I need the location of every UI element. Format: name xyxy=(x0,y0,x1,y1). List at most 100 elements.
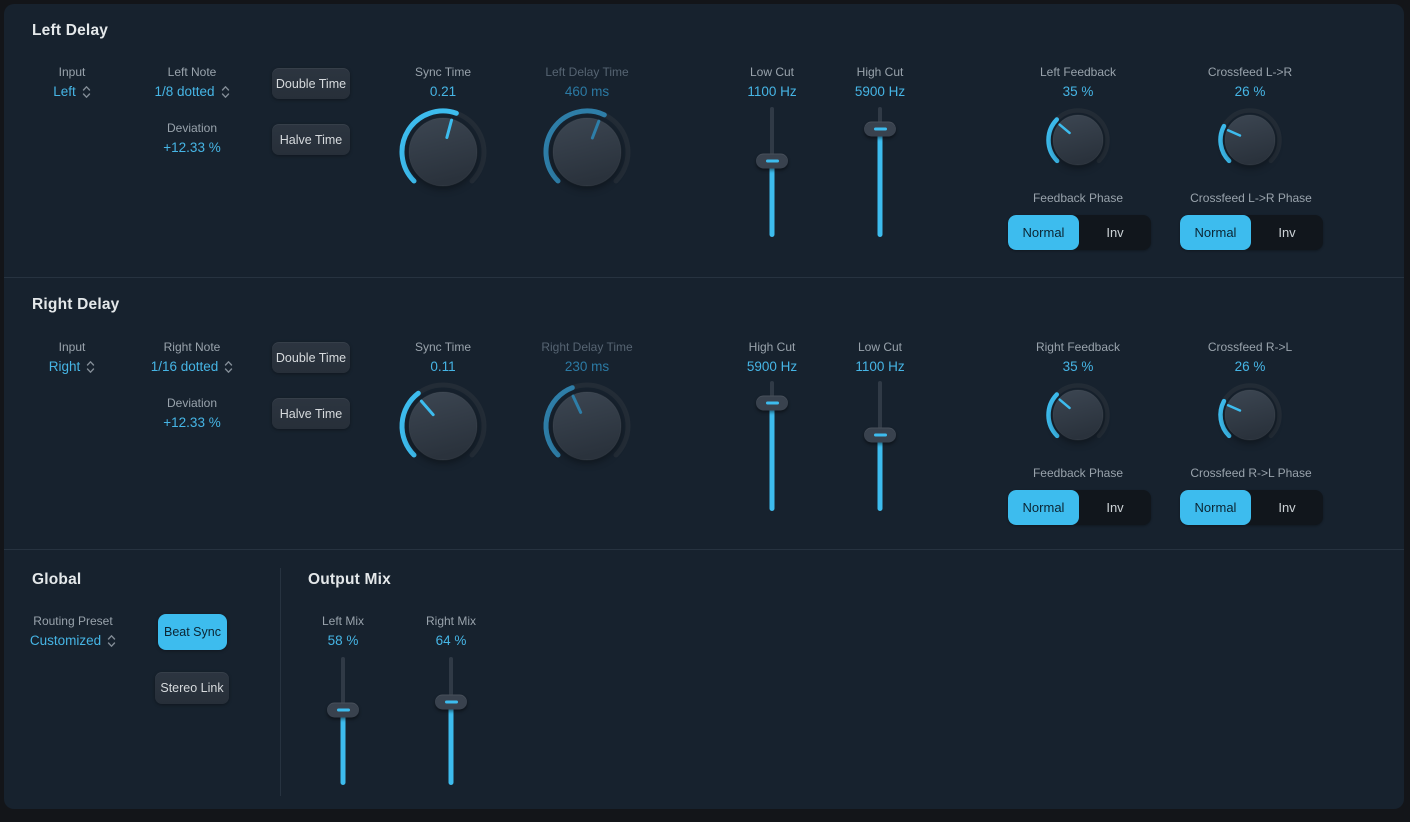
right-deviation-control: Deviation +12.33 % xyxy=(112,395,272,432)
left-note-label: Left Note xyxy=(167,65,217,79)
right-feedback-label: Right Feedback xyxy=(1035,340,1121,354)
left-input-label: Input xyxy=(58,65,86,79)
output-mix-section-title: Output Mix xyxy=(308,571,391,588)
right-deviation-value[interactable]: +12.33 % xyxy=(163,415,221,430)
routing-preset-select-value: Customized xyxy=(29,633,102,648)
feedback-phase-normal-button[interactable]: Normal xyxy=(1008,490,1079,525)
slider-thumb[interactable] xyxy=(756,153,788,169)
feedback-phase-inv-button[interactable]: Inv xyxy=(1106,500,1124,515)
crossfeed-lr-phase-normal-button[interactable]: Normal xyxy=(1180,215,1251,250)
left-high-cut-readout: High Cut 5900 Hz xyxy=(800,64,960,101)
crossfeed-rl-phase-label: Crossfeed R->L Phase xyxy=(1190,466,1312,480)
slider-thumb[interactable] xyxy=(327,702,359,718)
left-sync-time-readout: Sync Time 0.21 xyxy=(363,64,523,101)
left-feedback-readout: Left Feedback 35 % xyxy=(998,64,1158,101)
right-low-cut-value[interactable]: 1100 Hz xyxy=(855,359,905,374)
right-note-label: Right Note xyxy=(163,340,221,354)
slider-thumb-dash xyxy=(444,700,458,704)
left-double-time-button[interactable]: Double Time xyxy=(272,68,350,99)
slider-fill xyxy=(769,160,775,237)
crossfeed-rl-knob[interactable] xyxy=(1217,382,1283,448)
right-feedback-readout: Right Feedback 35 % xyxy=(998,339,1158,376)
left-sync-time-knob[interactable] xyxy=(393,102,493,202)
routing-preset-select[interactable]: Customized xyxy=(0,631,153,650)
right-high-cut-slider[interactable] xyxy=(756,381,788,511)
crossfeed-rl-phase-label-wrap: Crossfeed R->L Phase xyxy=(1151,465,1351,482)
slider-thumb[interactable] xyxy=(756,395,788,411)
slider-thumb[interactable] xyxy=(864,427,896,443)
left-delay-time-knob[interactable] xyxy=(537,102,637,202)
slider-fill xyxy=(877,434,883,511)
right-low-cut-slider[interactable] xyxy=(864,381,896,511)
feedback-phase-label: Feedback Phase xyxy=(1032,191,1124,205)
right-feedback-knob[interactable] xyxy=(1045,382,1111,448)
beat-sync-button[interactable]: Beat Sync xyxy=(158,614,227,650)
crossfeed-rl-readout: Crossfeed R->L 26 % xyxy=(1170,339,1330,376)
crossfeed-lr-phase-inv-button[interactable]: Inv xyxy=(1278,225,1296,240)
feedback-phase-inv-button[interactable]: Inv xyxy=(1106,225,1124,240)
left-high-cut-slider[interactable] xyxy=(864,107,896,237)
left-feedback-phase-switch: Normal Inv xyxy=(1008,215,1151,250)
feedback-phase-normal-button[interactable]: Normal xyxy=(1008,215,1079,250)
right-input-select[interactable]: Right xyxy=(0,357,152,376)
right-double-time-button[interactable]: Double Time xyxy=(272,342,350,373)
slider-thumb[interactable] xyxy=(864,121,896,137)
right-input-label: Input xyxy=(58,340,86,354)
slider-thumb[interactable] xyxy=(435,694,467,710)
right-feedback-phase-label-wrap: Feedback Phase xyxy=(978,465,1178,482)
left-feedback-phase-label-wrap: Feedback Phase xyxy=(978,190,1178,207)
crossfeed-lr-value[interactable]: 26 % xyxy=(1234,84,1266,99)
crossfeed-rl-phase-normal-button[interactable]: Normal xyxy=(1180,490,1251,525)
right-input-control: Input Right xyxy=(0,339,152,376)
left-high-cut-value[interactable]: 5900 Hz xyxy=(854,84,906,99)
left-input-select[interactable]: Left xyxy=(0,82,152,101)
left-mix-readout: Left Mix 58 % xyxy=(263,613,423,650)
section-divider xyxy=(4,549,1404,550)
crossfeed-lr-knob[interactable] xyxy=(1217,107,1283,173)
right-sync-time-readout: Sync Time 0.11 xyxy=(363,339,523,376)
slider-fill xyxy=(340,709,346,785)
left-mix-value[interactable]: 58 % xyxy=(327,633,359,648)
right-high-cut-label: High Cut xyxy=(748,340,796,354)
right-feedback-value[interactable]: 35 % xyxy=(1062,359,1094,374)
right-delay-time-knob[interactable] xyxy=(537,376,637,476)
left-low-cut-value[interactable]: 1100 Hz xyxy=(747,84,797,99)
slider-thumb-dash xyxy=(765,401,779,405)
left-sync-time-value[interactable]: 0.21 xyxy=(429,84,457,99)
stereo-link-button[interactable]: Stereo Link xyxy=(155,672,229,704)
left-note-select[interactable]: 1/8 dotted xyxy=(112,82,272,101)
right-high-cut-readout: High Cut 5900 Hz xyxy=(692,339,852,376)
left-sync-time-label: Sync Time xyxy=(414,65,471,79)
left-halve-time-button[interactable]: Halve Time xyxy=(272,124,350,155)
crossfeed-rl-phase-inv-button[interactable]: Inv xyxy=(1278,500,1296,515)
routing-preset-label: Routing Preset xyxy=(33,614,113,628)
left-low-cut-slider[interactable] xyxy=(756,107,788,237)
left-note-select-value: 1/8 dotted xyxy=(154,84,215,99)
right-delay-time-value[interactable]: 230 ms xyxy=(564,359,610,374)
crossfeed-rl-value[interactable]: 26 % xyxy=(1234,359,1266,374)
right-sync-time-label: Sync Time xyxy=(414,340,471,354)
left-feedback-label: Left Feedback xyxy=(1039,65,1117,79)
right-halve-time-button[interactable]: Halve Time xyxy=(272,398,350,429)
crossfeed-lr-label: Crossfeed L->R xyxy=(1207,65,1293,79)
left-feedback-value[interactable]: 35 % xyxy=(1062,84,1094,99)
right-sync-time-value[interactable]: 0.11 xyxy=(430,359,456,374)
right-mix-slider[interactable] xyxy=(435,657,467,785)
right-mix-label: Right Mix xyxy=(425,614,476,628)
left-delay-time-label: Left Delay Time xyxy=(545,65,629,79)
left-delay-section-title: Left Delay xyxy=(32,22,109,39)
left-deviation-label: Deviation xyxy=(166,121,218,135)
right-high-cut-value[interactable]: 5900 Hz xyxy=(746,359,798,374)
right-low-cut-label: Low Cut xyxy=(857,340,903,354)
slider-thumb-dash xyxy=(873,433,887,437)
right-mix-value[interactable]: 64 % xyxy=(435,633,467,648)
left-delay-time-value[interactable]: 460 ms xyxy=(564,84,610,99)
left-deviation-value[interactable]: +12.33 % xyxy=(163,140,221,155)
left-feedback-knob[interactable] xyxy=(1045,107,1111,173)
right-note-select[interactable]: 1/16 dotted xyxy=(112,357,272,376)
left-mix-slider[interactable] xyxy=(327,657,359,785)
right-note-control: Right Note 1/16 dotted xyxy=(112,339,272,376)
right-delay-time-readout: Right Delay Time 230 ms xyxy=(507,339,667,376)
right-sync-time-knob[interactable] xyxy=(393,376,493,476)
